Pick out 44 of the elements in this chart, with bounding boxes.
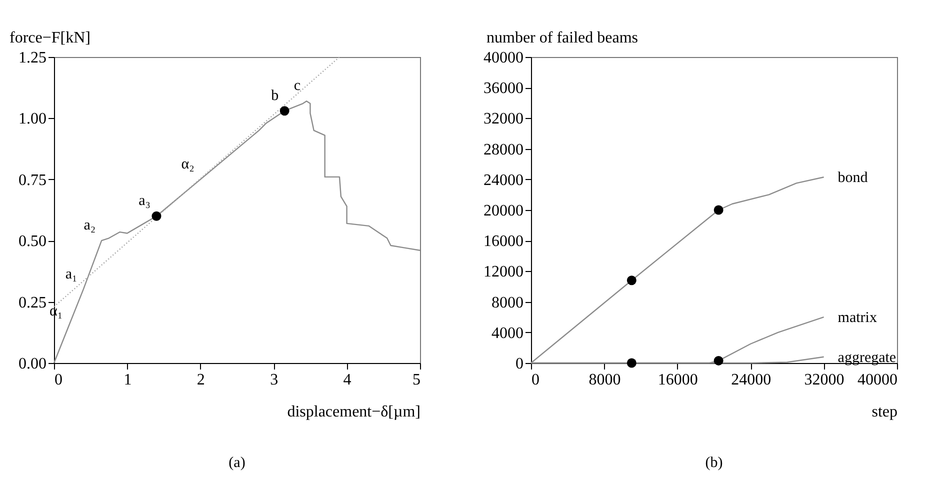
y-tick-label: 36000 [484,80,524,98]
x-axis-title: step [872,404,898,420]
x-tick-label: 0 [532,372,540,388]
x-tick-label: 1 [124,372,132,388]
y-tick-label: 0.25 [18,294,46,312]
x-tick-label: 3 [270,372,278,388]
annotation: c [294,78,301,94]
x-tick-label: 5 [412,372,420,388]
annotation: a₂ [84,218,96,234]
y-axis-title: number of failed beams [486,30,638,46]
y-tick-label: 0.50 [18,233,46,250]
y-tick-label: 0.00 [18,356,46,372]
y-tick-label: 20000 [484,202,524,220]
x-tick-label: 32000 [804,372,844,388]
series-label: aggregate [838,350,896,366]
x-tick-label: 40000 [858,372,898,388]
y-tick-label: 28000 [484,141,524,158]
y-tick-label: 0 [516,356,524,372]
x-tick-label: 4 [343,372,352,388]
y-axis-title: force−F[kN] [10,30,90,46]
y-tick-label: 24000 [484,172,524,189]
x-tick-label: 24000 [731,372,772,388]
x-tick-label: 2 [196,372,205,388]
y-tick-label: 40000 [484,50,524,66]
y-tick-label: 0.75 [18,172,46,189]
y-tick-label: 12000 [484,264,524,281]
y-tick-label: 16000 [484,233,524,250]
annotation: a₁ [65,266,78,283]
x-axis-title: displacement−δ[µm] [287,404,420,420]
x-tick-label: 16000 [658,372,698,388]
text: (a) [228,455,246,471]
series-label: matrix [838,310,878,326]
y-tick-label: 1.25 [18,50,46,66]
x-tick-label: 0 [54,372,62,388]
annotation: b [271,88,279,104]
y-tick-label: 4000 [492,324,524,342]
y-tick-label: 8000 [492,294,524,312]
annotation: a₃ [138,193,150,210]
series-label: bond [838,170,868,186]
x-tick-label: 8000 [588,372,621,388]
y-tick-label: 32000 [484,110,524,128]
annotation: α₂ [181,156,194,172]
text: (b) [705,455,723,471]
y-tick-label: 1.00 [18,110,46,128]
